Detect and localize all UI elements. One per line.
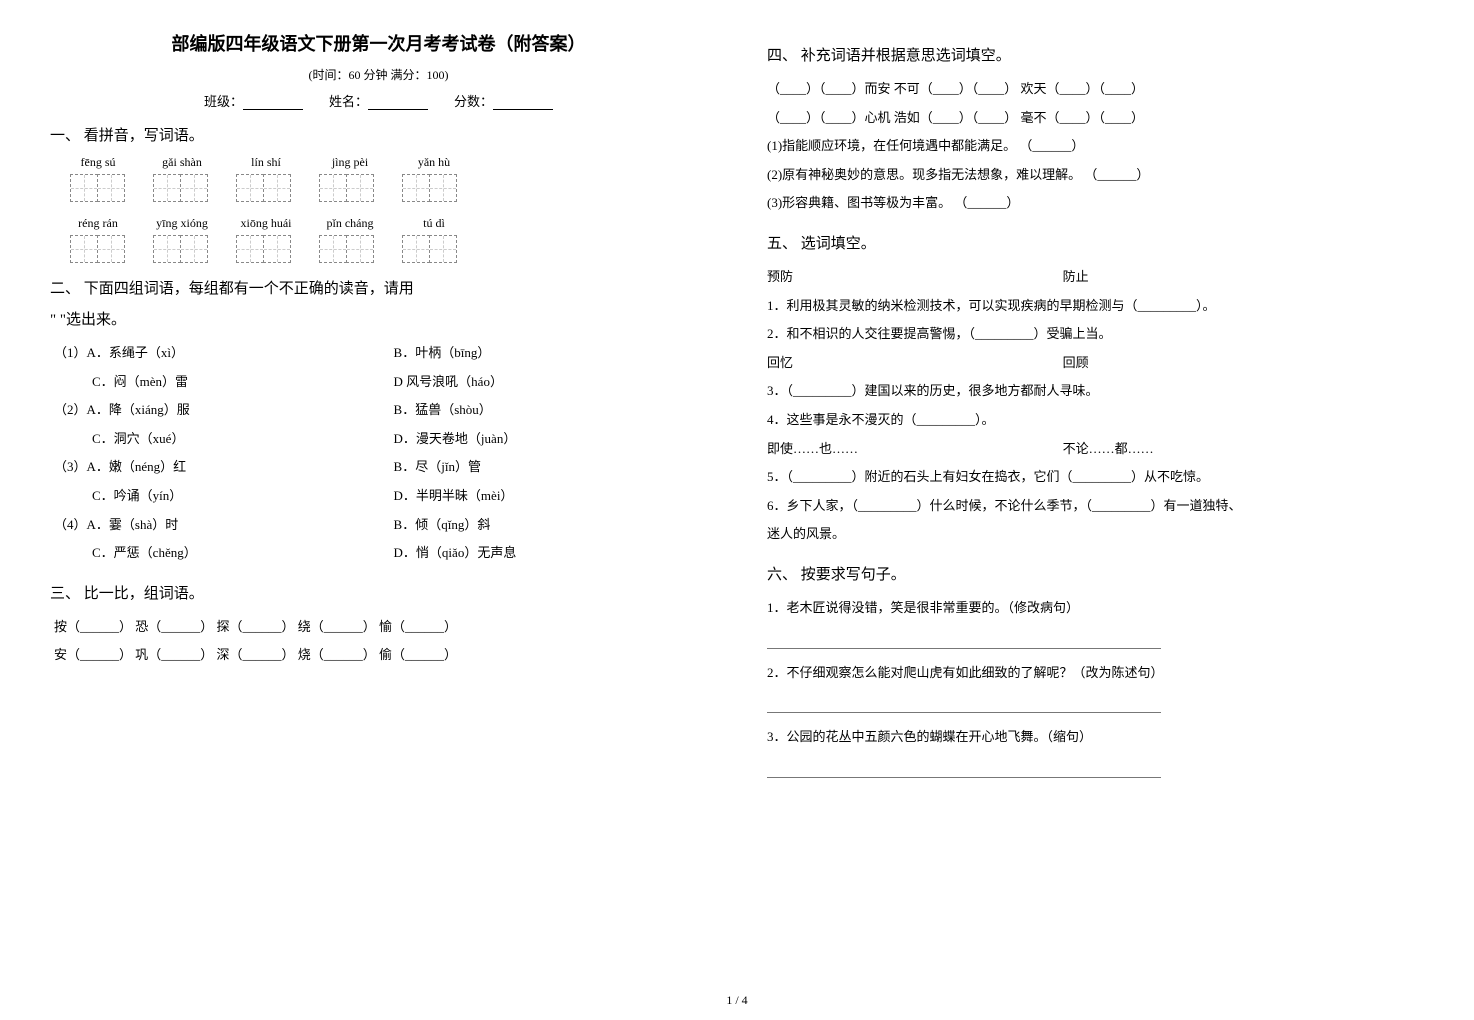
s5-pair-3b: 不论……都…… [1063, 435, 1424, 464]
section6-head: 六、 按要求写句子。 [767, 563, 1424, 584]
s5-pair-2b: 回顾 [1063, 349, 1424, 378]
s2-3-d: D．半明半昧（mèi） [394, 482, 707, 511]
s4-sub-3: (3)形容典籍、图书等极为丰富。 （______） [767, 189, 1424, 218]
pinyin-1-1: fēng sú [70, 155, 126, 170]
s6-q-3: 3．公园的花丛中五颜六色的蝴蝶在开心地飞舞。（缩句） [767, 723, 1424, 752]
s3-line-2: 安（______） 巩（______） 深（______） 烧（______） … [50, 641, 707, 670]
pinyin-2-1: réng rán [70, 216, 126, 231]
meta-row: 班级： 姓名： 分数： [50, 91, 707, 110]
s2-4-d: D．悄（qiǎo）无声息 [394, 539, 707, 568]
exam-title: 部编版四年级语文下册第一次月考考试卷（附答案） [50, 30, 707, 56]
s5-q-1: 1．利用极其灵敏的纳米检测技术，可以实现疾病的早期检测与（_________）。 [767, 292, 1424, 321]
boxgroup[interactable] [153, 174, 208, 202]
right-column: 四、 补充词语并根据意思选词填空。 （____）（____）而安 不可（____… [767, 30, 1424, 788]
s4-line-2: （____）（____）心机 浩如（____）（____） 毫不（____）（_… [767, 104, 1424, 133]
s2-2-n: （2） [54, 402, 87, 417]
s5-pair-1b: 防止 [1063, 263, 1424, 292]
boxgroup[interactable] [319, 235, 374, 263]
boxgroup[interactable] [70, 174, 125, 202]
class-blank[interactable] [243, 96, 303, 110]
s6-q-2: 2．不仔细观察怎么能对爬山虎有如此细致的了解呢？（改为陈述句） [767, 659, 1424, 688]
name-blank[interactable] [368, 96, 428, 110]
pinyin-row-2: réng rán yīng xióng xiōng huái pǐn cháng… [50, 216, 707, 231]
section4-head: 四、 补充词语并根据意思选词填空。 [767, 44, 1424, 65]
s2-2-c: C．洞穴（xué） [54, 425, 394, 454]
pinyin-1-3: lín shí [238, 155, 294, 170]
left-column: 部编版四年级语文下册第一次月考考试卷（附答案） (时间：60 分钟 满分：100… [50, 30, 707, 788]
s2-1-c: C．闷（mèn）雷 [54, 368, 394, 397]
s2-4-b: B．倾（qǐng）斜 [394, 511, 707, 540]
class-label: 班级： [204, 91, 243, 110]
section1-head: 一、 看拼音，写词语。 [50, 124, 707, 145]
s5-q-3: 3．（_________）建国以来的历史，很多地方都耐人寻味。 [767, 377, 1424, 406]
s5-pair-2: 回忆 回顾 [767, 349, 1424, 378]
s2-2-b: B．猛兽（shòu） [394, 396, 707, 425]
s5-pair-1a: 预防 [767, 263, 1063, 292]
answer-line-1[interactable] [767, 629, 1161, 649]
name-label: 姓名： [329, 91, 368, 110]
s2-4-c: C．严惩（chěng） [54, 539, 394, 568]
boxgroup[interactable] [70, 235, 125, 263]
section2-head: 二、 下面四组词语，每组都有一个不正确的读音，请用 [50, 277, 707, 298]
boxgroup[interactable] [236, 174, 291, 202]
s2-3-b: B．尽（jǐn）管 [394, 453, 707, 482]
boxgroup[interactable] [236, 235, 291, 263]
s2-3-c: C．吟诵（yín） [54, 482, 394, 511]
s5-q-4: 4．这些事是永不漫灭的（_________）。 [767, 406, 1424, 435]
s2-4-a: A．霎（shà）时 [87, 517, 179, 532]
section2-head2: " "选出来。 [50, 308, 707, 329]
s6-q-1: 1．老木匠说得没错，笑是很非常重要的。（修改病句） [767, 594, 1424, 623]
exam-subtitle: (时间：60 分钟 满分：100) [50, 66, 707, 83]
score-label: 分数： [454, 91, 493, 110]
s2-item-3: （3）A．嫩（néng）红 B．尽（jǐn）管 C．吟诵（yín） D．半明半昧… [50, 453, 707, 510]
boxgroup[interactable] [402, 235, 457, 263]
section5-head: 五、 选词填空。 [767, 232, 1424, 253]
page-number: 1 / 4 [0, 993, 1474, 1008]
boxgroup[interactable] [153, 235, 208, 263]
pinyin-1-2: gǎi shàn [154, 155, 210, 170]
s5-q-6: 6．乡下人家，（_________）什么时候，不论什么季节，（_________… [767, 492, 1424, 521]
s2-1-b: B．叶柄（bīng） [394, 339, 707, 368]
pinyin-row-1: fēng sú gǎi shàn lín shí jìng pèi yǎn hù [50, 155, 707, 170]
boxgroup[interactable] [402, 174, 457, 202]
boxgroup[interactable] [319, 174, 374, 202]
s2-item-1: （1）A．系绳子（xì） B．叶柄（bīng） C．闷（mèn）雷 D 风号浪吼… [50, 339, 707, 396]
pinyin-2-5: tú dì [406, 216, 462, 231]
s2-3-a: A．嫩（néng）红 [87, 459, 187, 474]
boxes-row-2 [50, 235, 707, 263]
s2-1-d: D 风号浪吼（háo） [394, 368, 707, 397]
answer-line-2[interactable] [767, 693, 1161, 713]
s2-4-n: （4） [54, 517, 87, 532]
s2-2-d: D．漫天卷地（juàn） [394, 425, 707, 454]
s5-q-2: 2．和不相识的人交往要提高警惕，（_________）受骗上当。 [767, 320, 1424, 349]
pinyin-1-4: jìng pèi [322, 155, 378, 170]
s5-pair-3: 即使……也…… 不论……都…… [767, 435, 1424, 464]
s2-1-n: （1） [54, 345, 87, 360]
s3-line-1: 按（______） 恐（______） 探（______） 绕（______） … [50, 613, 707, 642]
s2-item-4: （4）A．霎（shà）时 B．倾（qǐng）斜 C．严惩（chěng） D．悄（… [50, 511, 707, 568]
s5-q-5: 5．（_________）附近的石头上有妇女在捣衣，它们（_________）从… [767, 463, 1424, 492]
s2-3-n: （3） [54, 459, 87, 474]
score-blank[interactable] [493, 96, 553, 110]
s2-2-a: A．降（xiáng）服 [87, 402, 190, 417]
s5-pair-1: 预防 防止 [767, 263, 1424, 292]
s4-sub-2: (2)原有神秘奥妙的意思。现多指无法想象，难以理解。 （______） [767, 161, 1424, 190]
pinyin-2-2: yīng xióng [154, 216, 210, 231]
pinyin-2-3: xiōng huái [238, 216, 294, 231]
boxes-row-1 [50, 174, 707, 202]
s2-1-a: A．系绳子（xì） [87, 345, 185, 360]
s5-pair-3a: 即使……也…… [767, 435, 1063, 464]
answer-line-3[interactable] [767, 758, 1161, 778]
pinyin-1-5: yǎn hù [406, 155, 462, 170]
s4-line-1: （____）（____）而安 不可（____）（____） 欢天（____）（_… [767, 75, 1424, 104]
section3-head: 三、 比一比，组词语。 [50, 582, 707, 603]
s5-pair-2a: 回忆 [767, 349, 1063, 378]
pinyin-2-4: pǐn cháng [322, 216, 378, 231]
s4-sub-1: (1)指能顺应环境，在任何境遇中都能满足。 （______） [767, 132, 1424, 161]
s5-q-6b: 迷人的风景。 [767, 520, 1424, 549]
s2-item-2: （2）A．降（xiáng）服 B．猛兽（shòu） C．洞穴（xué） D．漫天… [50, 396, 707, 453]
